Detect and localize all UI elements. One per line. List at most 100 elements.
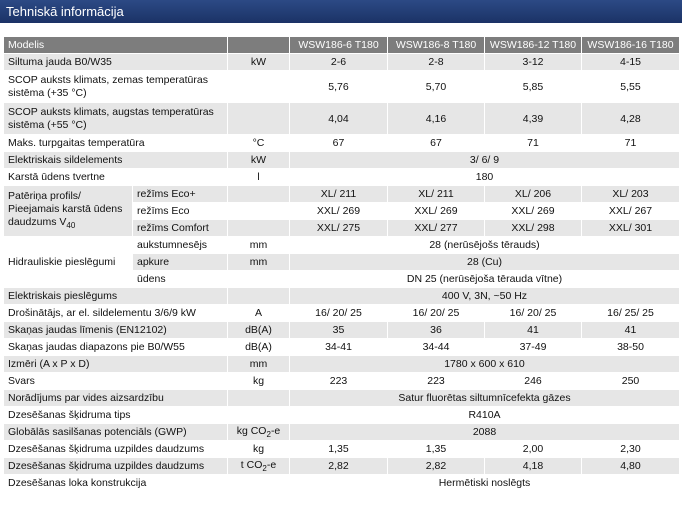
row-label: Drošinātājs, ar el. sildelementu 3/6/9 k… <box>3 304 228 322</box>
value-cell: 223 <box>387 372 485 390</box>
label-text: Skaņas jaudas līmenis (EN12102) <box>8 324 167 336</box>
label-text: Drošinātājs, ar el. sildelementu 3/6/9 k… <box>8 307 196 319</box>
unit-text: dB(A) <box>245 324 272 336</box>
value-cell: 4,16 <box>387 102 485 135</box>
label-text: Elektriskais sildelements <box>8 154 123 166</box>
value-cell: 180 <box>289 168 680 186</box>
title: Tehniskā informācija <box>6 4 124 19</box>
value-cell: XXL/ 301 <box>581 219 680 237</box>
label-text: Maks. turpgaitas temperatūra <box>8 137 145 149</box>
label-text: Dzesēšanas šķidruma uzpildes daudzums <box>8 460 205 472</box>
row-label: Elektriskais sildelements <box>3 151 228 169</box>
unit-cell: A <box>227 304 290 322</box>
unit-text: °C <box>252 137 265 149</box>
unit-cell: t CO2-e <box>227 457 290 475</box>
unit-cell: dB(A) <box>227 338 290 356</box>
unit-cell: dB(A) <box>227 321 290 339</box>
value-cell: XL/ 206 <box>484 185 582 203</box>
value-cell: 2-6 <box>289 53 388 71</box>
label-text: Norādījums par vides aizsardzību <box>8 392 164 404</box>
value-cell: 3-12 <box>484 53 582 71</box>
value-cell: XL/ 203 <box>581 185 680 203</box>
sub-label: apkure <box>132 253 228 271</box>
row-label: Skaņas jaudas līmenis (EN12102) <box>3 321 228 339</box>
value-cell: 4-15 <box>581 53 680 71</box>
unit-cell <box>227 219 290 237</box>
value-cell: 2,82 <box>387 457 485 475</box>
header-cell <box>227 36 290 54</box>
value-cell: 4,18 <box>484 457 582 475</box>
value-cell: 2,00 <box>484 440 582 458</box>
value-cell: 246 <box>484 372 582 390</box>
value-cell: 71 <box>581 134 680 152</box>
value-cell: 41 <box>484 321 582 339</box>
unit-cell: kW <box>227 151 290 169</box>
value-cell: 5,85 <box>484 70 582 103</box>
row-label: Karstā ūdens tvertne <box>3 168 228 186</box>
value-cell: 4,39 <box>484 102 582 135</box>
value-cell: 1,35 <box>387 440 485 458</box>
value-cell: Satur fluorētas siltumnīcefekta gāzes <box>289 389 680 407</box>
unit-subscript: 2 <box>266 430 271 440</box>
value-cell: 35 <box>289 321 388 339</box>
table-row: SCOP auksts klimats, augstas temperatūra… <box>3 102 680 135</box>
unit-cell <box>227 406 290 424</box>
value-cell: XL/ 211 <box>289 185 388 203</box>
label-text: Dzesēšanas šķidruma uzpildes daudzums <box>8 443 205 455</box>
unit-cell <box>227 270 290 288</box>
value-cell: DN 25 (nerūsējoša tērauda vītne) <box>289 270 680 288</box>
value-cell: 2,82 <box>289 457 388 475</box>
table-row: apkure mm 28 (Cu) <box>4 253 680 271</box>
value-cell: 67 <box>289 134 388 152</box>
unit-text: t CO <box>240 458 263 471</box>
unit-text: kW <box>250 154 267 166</box>
value-cell: 16/ 20/ 25 <box>387 304 485 322</box>
table-body: Modelis WSW186-6 T180 WSW186-8 T180 WSW186-… <box>3 36 680 492</box>
unit-text: dB(A) <box>245 341 272 353</box>
unit-cell <box>227 474 290 492</box>
row-label: SCOP auksts klimats, zemas temperatūras … <box>3 70 228 103</box>
row-label: Dzesēšanas šķidruma tips <box>3 406 228 424</box>
sub-label: režīms Eco+ <box>132 185 228 203</box>
unit-cell: kg CO2-e <box>227 423 290 441</box>
row-label: Svars <box>3 372 228 390</box>
header-row: Modelis WSW186-6 T180 WSW186-8 T180 WSW186-… <box>3 36 680 54</box>
header-cell: WSW186-16 T180 <box>581 36 680 54</box>
label-text: Elektriskais pieslēgums <box>8 290 118 302</box>
label-text: Dzesēšanas šķidruma tips <box>8 409 131 421</box>
value-cell: XL/ 211 <box>387 185 485 203</box>
value-cell: XXL/ 277 <box>387 219 485 237</box>
sub-label: ūdens <box>132 270 228 288</box>
label-text: Dzesēšanas loka konstrukcija <box>8 477 147 489</box>
table-row: Dzesēšanas šķidruma uzpildes daudzums t C… <box>3 457 680 475</box>
value-cell: 28 (nerūsējošs tērauds) <box>289 236 680 254</box>
unit-cell: l <box>227 168 290 186</box>
table-row: Elektriskais sildelements kW 3/ 6/ 9 <box>3 151 680 169</box>
table-row: Skaņas jaudas diapazons pie B0/W55 dB(A) 3… <box>3 338 680 356</box>
value-cell: XXL/ 267 <box>581 202 680 220</box>
value-cell: 4,28 <box>581 102 680 135</box>
value-cell: 5,70 <box>387 70 485 103</box>
table-row: Skaņas jaudas līmenis (EN12102) dB(A) 35 36… <box>3 321 680 339</box>
label-text: Svars <box>8 375 35 387</box>
table-row: Dzesēšanas loka konstrukcija Hermētiski n… <box>3 474 680 492</box>
unit-cell <box>227 102 290 135</box>
spec-table: Modelis WSW186-6 T180 WSW186-8 T180 WSW186-… <box>3 36 680 492</box>
value-cell: 4,04 <box>289 102 388 135</box>
value-cell: XXL/ 269 <box>484 202 582 220</box>
label-text: SCOP auksts klimats, zemas temperatūras … <box>8 73 208 99</box>
table-row: Izmēri (A x P x D) mm 1780 x 600 x 610 <box>3 355 680 373</box>
row-label: Patēriņa profils/ Pieejamais karstā ūden… <box>3 185 133 237</box>
unit-text: l <box>257 171 260 183</box>
label-text: Hidrauliskie pieslēgumi <box>8 255 116 268</box>
row-label: Dzesēšanas šķidruma uzpildes daudzums <box>3 457 228 475</box>
value-cell: 37-49 <box>484 338 582 356</box>
value-cell: 16/ 25/ 25 <box>581 304 680 322</box>
label-text: SCOP auksts klimats, augstas temperatūra… <box>8 105 214 131</box>
unit-cell <box>227 389 290 407</box>
table-row: Norādījums par vides aizsardzību Satur fl… <box>3 389 680 407</box>
unit-text: mm <box>249 256 268 268</box>
table-row: Hidrauliskie pieslēgumi aukstumnesējs mm 28… <box>3 236 680 288</box>
unit-text: -e <box>266 458 277 471</box>
